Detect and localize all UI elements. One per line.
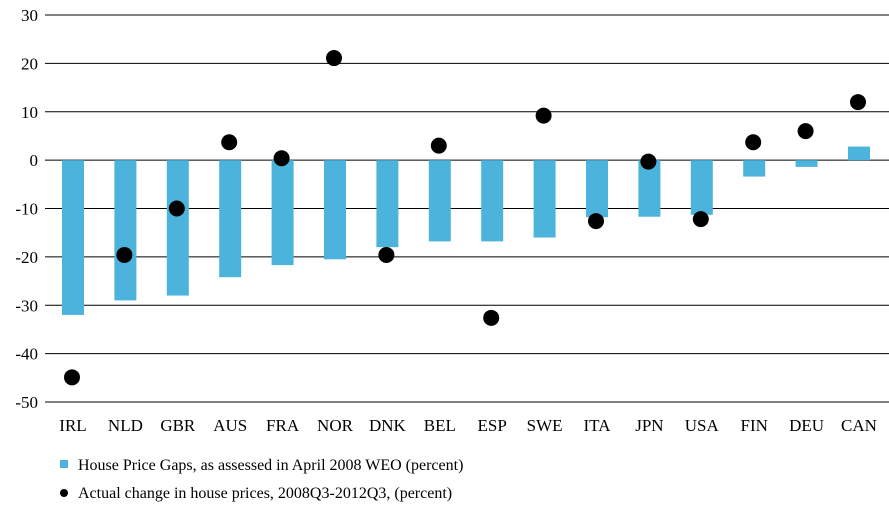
dot-jpn (640, 153, 657, 170)
legend-swatch-dots (60, 489, 68, 497)
x-tick-label-gbr: GBR (160, 416, 196, 435)
dot-swe (535, 107, 552, 124)
legend: House Price Gaps, as assessed in April 2… (60, 457, 463, 502)
y-tick-label: 30 (21, 6, 38, 25)
y-tick-label: -20 (15, 248, 38, 267)
x-tick-label-aus: AUS (213, 416, 247, 435)
dot-usa (692, 211, 709, 228)
dot-bel (430, 137, 447, 154)
dot-esp (483, 309, 500, 326)
dot-series (64, 50, 866, 386)
bar-jpn (638, 160, 661, 217)
y-tick-label: 20 (21, 54, 38, 73)
bar-usa (690, 160, 713, 215)
x-tick-label-ita: ITA (584, 416, 612, 435)
dot-irl (64, 369, 80, 386)
bar-ita (586, 160, 608, 218)
dot-nor (326, 50, 342, 67)
dot-nld (116, 246, 133, 263)
x-tick-label-irl: IRL (59, 416, 86, 435)
x-tick-label-dnk: DNK (369, 416, 407, 435)
x-axis-ticks: IRL NLD GBR AUS FRA NOR DNK BEL ESP SWE ITA JPN USA F… (59, 416, 877, 435)
y-tick-label: -40 (15, 345, 38, 364)
x-tick-label-nor: NOR (317, 416, 354, 435)
x-tick-label-fin: FIN (740, 416, 767, 435)
bar-irl (62, 160, 84, 315)
bar-fra (271, 160, 294, 266)
x-tick-label-can: CAN (841, 416, 877, 435)
bar-esp (481, 160, 504, 242)
dot-gbr (168, 200, 185, 217)
x-tick-label-esp: ESP (478, 416, 507, 435)
dot-deu (797, 123, 814, 140)
x-tick-label-jpn: JPN (635, 416, 663, 435)
bar-swe (533, 160, 556, 238)
x-tick-label-nld: NLD (108, 416, 143, 435)
x-tick-label-deu: DEU (789, 416, 824, 435)
y-tick-label: 10 (21, 103, 38, 122)
legend-label-dots: Actual change in house prices, 2008Q3-20… (78, 485, 452, 502)
x-tick-label-bel: BEL (424, 416, 456, 435)
dot-can (850, 94, 866, 111)
x-tick-label-usa: USA (685, 416, 720, 435)
bar-can (848, 146, 870, 161)
y-axis-ticks: 30 20 10 0 -10 -20 -30 -40 -50 (15, 6, 38, 412)
y-tick-label: -10 (15, 200, 38, 219)
bar-dnk (376, 160, 399, 248)
bar-series (62, 146, 870, 315)
bar-bel (428, 160, 451, 242)
x-tick-label-swe: SWE (527, 416, 563, 435)
bar-fin (743, 160, 766, 177)
y-tick-label: -30 (15, 296, 38, 315)
dot-fra (273, 150, 290, 167)
y-tick-label: 0 (30, 151, 39, 170)
dot-ita (588, 213, 604, 230)
bar-nld (114, 160, 137, 301)
bar-nor (324, 160, 346, 260)
bar-gbr (166, 160, 189, 296)
bar-aus (219, 160, 242, 278)
x-tick-label-fra: FRA (266, 416, 300, 435)
dot-dnk (378, 246, 395, 263)
y-tick-label: -50 (15, 393, 38, 412)
legend-swatch-bars (60, 460, 68, 468)
dot-fin (745, 134, 762, 151)
legend-label-bars: House Price Gaps, as assessed in April 2… (78, 457, 463, 474)
bar-deu (795, 160, 818, 167)
dot-aus (221, 134, 238, 151)
